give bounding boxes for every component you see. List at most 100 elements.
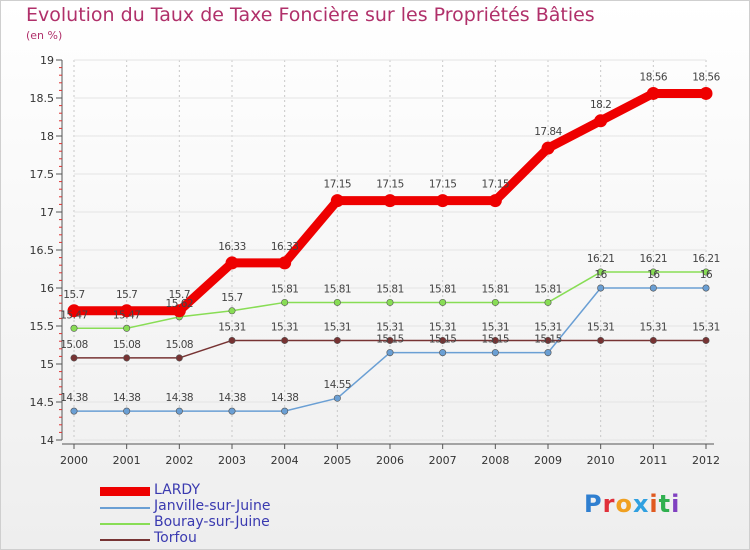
data-label: 15.31 [218,321,246,333]
y-tick-label: 19 [40,54,54,67]
data-point [281,298,289,306]
data-label: 16 [594,269,607,281]
data-point [541,141,555,155]
data-label: 15.31 [324,321,352,333]
data-label: 15.31 [587,321,615,333]
data-label: 15.62 [166,298,194,310]
data-label: 15.15 [376,334,404,346]
data-label: 14.38 [113,392,141,404]
data-point [386,336,394,344]
data-label: 16 [700,269,713,281]
data-label: 18.2 [590,99,611,111]
data-point [333,336,341,344]
x-tick-label: 2003 [218,454,246,467]
x-tick-label: 2001 [113,454,141,467]
logo-letter: i [649,490,659,518]
data-label: 16.21 [692,253,720,265]
data-labels: 14.38 14.38 14.38 14.38 14.38 14.55 15.15 15.15… [60,71,721,404]
data-point [597,268,605,276]
legend-label-lardy: LARDY [154,482,200,498]
data-label: 15.31 [429,321,457,333]
data-label: 15.31 [482,321,510,333]
y-tick-label: 17 [40,206,54,219]
y-tick-label: 15 [40,358,54,371]
data-point [281,407,289,415]
data-label: 17.15 [324,179,352,191]
legend-swatch-torfou [100,539,150,541]
legend-swatch-janville [100,507,150,509]
data-label: 15.47 [113,309,141,321]
data-point [488,194,502,208]
logo-letter: i [671,490,681,518]
logo-letter: P [584,490,603,518]
data-label: 15.08 [166,339,194,351]
data-point [597,284,605,292]
data-point [439,298,447,306]
legend-label-janville: Janville-sur-Juine [154,498,271,514]
data-label: 15.81 [376,283,404,295]
data-point [228,307,236,315]
data-point [70,407,78,415]
gridlines [73,59,707,441]
proxiti-logo: Proxiti [584,490,680,518]
data-point [228,336,236,344]
data-label: 17.15 [376,179,404,191]
data-point [330,194,344,208]
x-tick-label: 2004 [271,454,299,467]
y-tick-label: 14 [40,434,54,447]
data-point [278,256,292,270]
y-tick-label: 16.5 [30,244,55,257]
logo-letter: o [615,490,633,518]
data-point [281,336,289,344]
data-label: 17.15 [429,179,457,191]
data-point [491,349,499,357]
data-label: 14.38 [60,392,88,404]
data-label: 15.47 [60,309,88,321]
x-tick-label: 2012 [692,454,720,467]
data-label: 15.81 [482,283,510,295]
y-tick-label: 18 [40,130,54,143]
data-point [67,304,81,318]
data-point [491,298,499,306]
data-point [702,336,710,344]
data-point [649,284,657,292]
x-tick-label: 2011 [639,454,667,467]
y-tick-label: 17.5 [30,168,55,181]
data-label: 15.7 [169,289,190,301]
data-point [70,324,78,332]
data-label: 15.7 [116,289,137,301]
y-tick-label: 15.5 [30,320,55,333]
data-label: 15.81 [429,283,457,295]
data-point [123,354,131,362]
data-label: 15.81 [271,283,299,295]
chart-title: Evolution du Taux de Taxe Foncière sur l… [26,4,595,26]
series-lines [67,86,713,415]
data-label: 18.56 [640,71,668,83]
data-label: 14.38 [271,392,299,404]
data-point [439,349,447,357]
data-point [649,268,657,276]
data-point [702,284,710,292]
data-label: 15.31 [271,321,299,333]
data-label: 15.31 [376,321,404,333]
data-point [175,407,183,415]
data-point [333,394,341,402]
logo-letter: x [632,490,650,518]
x-tick-label: 2002 [165,454,193,467]
data-label: 14.38 [218,392,246,404]
legend-swatch-lardy [100,487,150,496]
data-point [386,349,394,357]
data-point [436,194,450,208]
x-tick-label: 2005 [323,454,351,467]
data-label: 17.84 [534,126,562,138]
data-point [544,336,552,344]
data-label: 15.08 [113,339,141,351]
data-point [597,336,605,344]
data-point [175,354,183,362]
data-point [702,268,710,276]
data-point [120,304,134,318]
data-label: 15.81 [534,283,562,295]
legend-label-torfou: Torfou [154,530,197,546]
data-label: 15.7 [63,289,84,301]
data-point [544,349,552,357]
